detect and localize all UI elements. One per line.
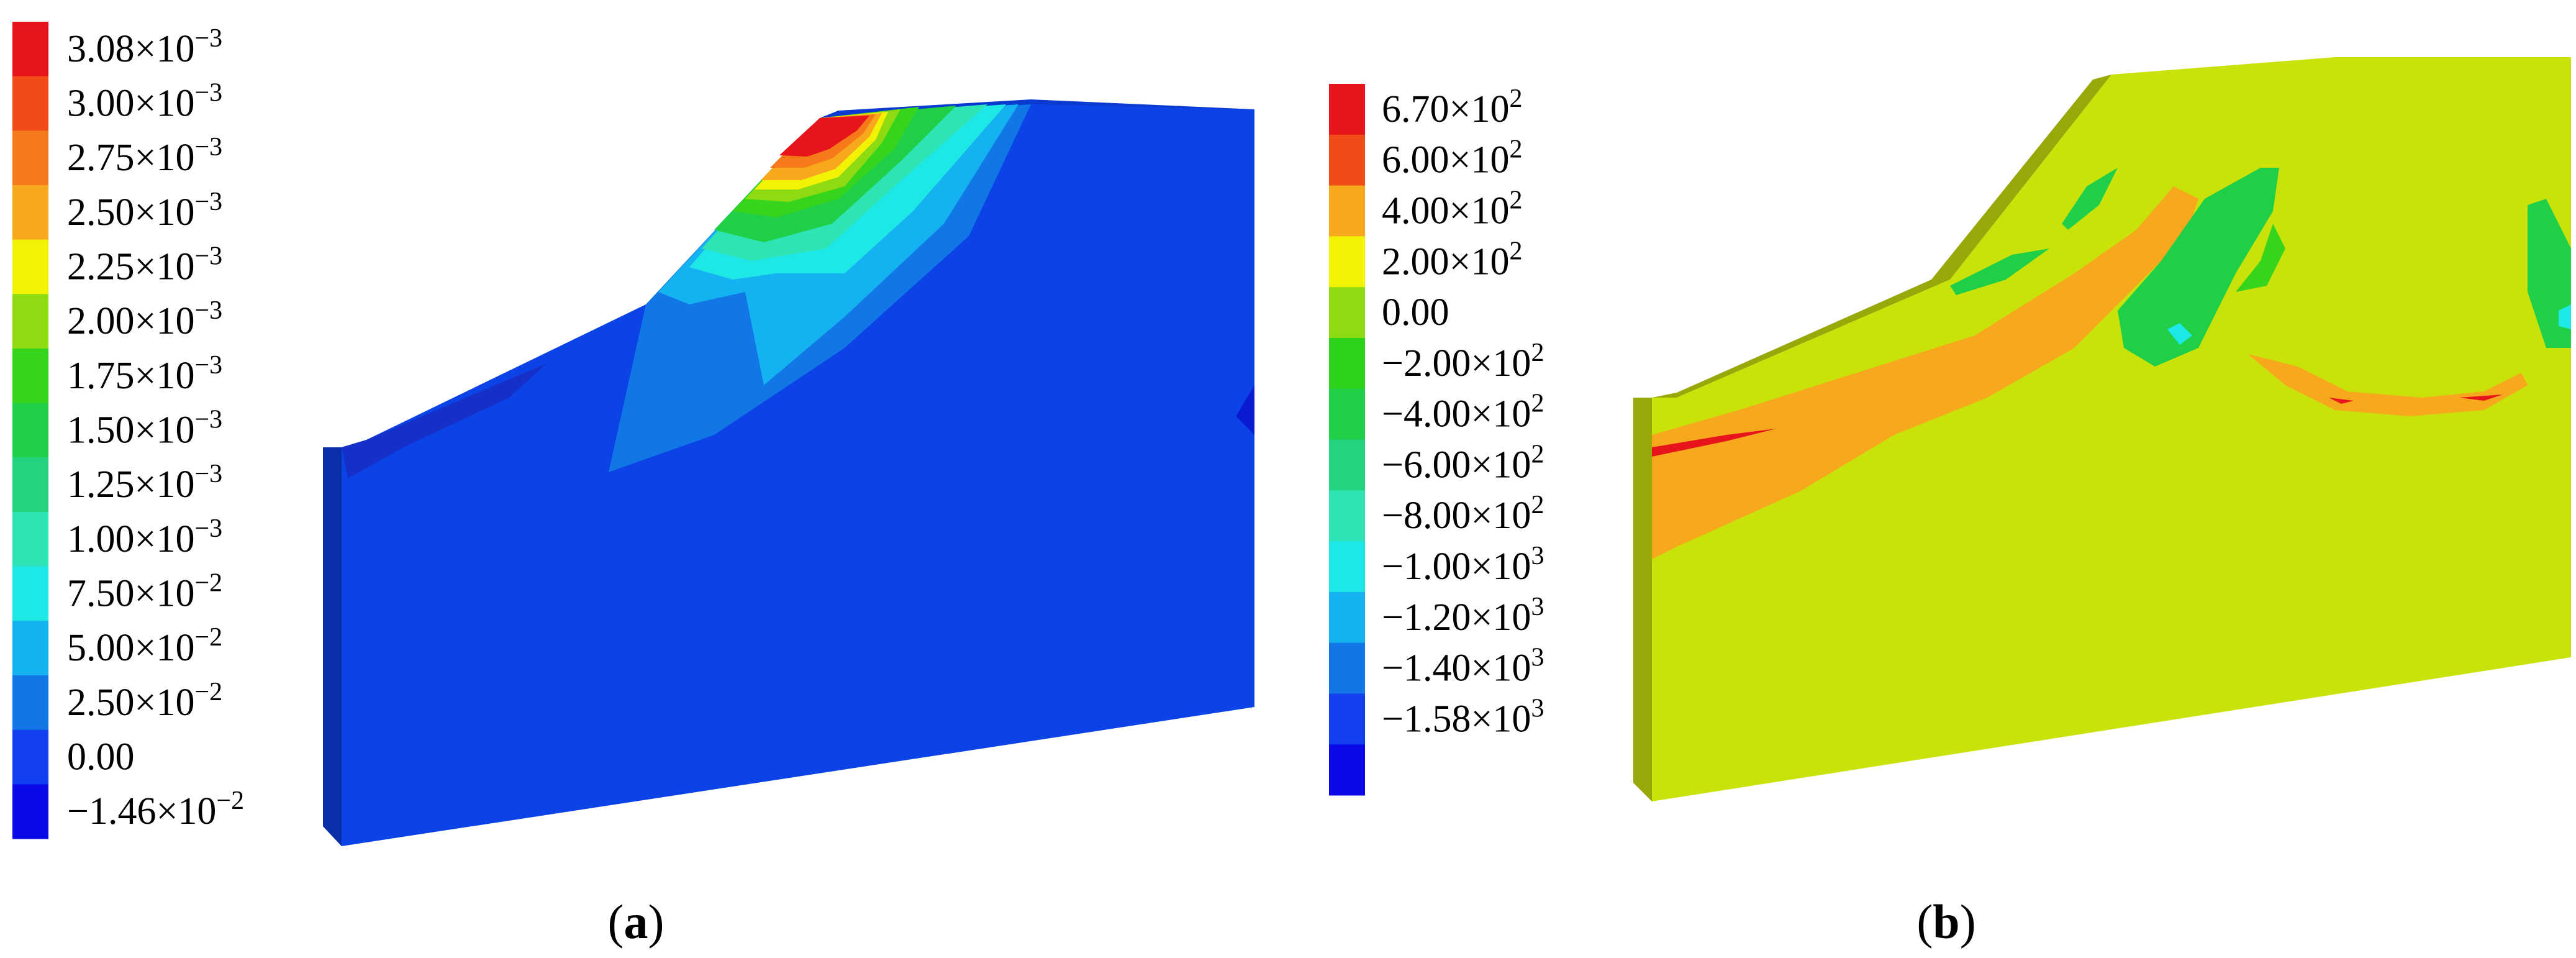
panel-b-caption: (b) <box>1916 895 1975 949</box>
panel-a-red-zone <box>779 116 869 157</box>
panel-b-colorbar-label: −8.00×102 <box>1382 491 1544 537</box>
panel-b-colorbar-label: −1.58×103 <box>1382 694 1544 740</box>
panel-b-colorbar-label: −1.00×103 <box>1382 542 1544 588</box>
panel-b-colorbar-swatch <box>1329 337 1365 390</box>
panel-b-colorbar-swatch <box>1329 642 1365 694</box>
panel-a-slope-body <box>342 101 1254 846</box>
panel-a-side-face <box>323 447 342 846</box>
panel-a-toe-zone <box>342 363 546 478</box>
panel-b-colorbar-label: −1.40×103 <box>1382 644 1544 690</box>
panel-a-colorbar-swatch <box>12 130 48 186</box>
panel-a-colorbar: 3.08×10−3 3.00×10−3 2.75×10−3 2.50×10−3 2.25… <box>12 22 244 839</box>
panel-b-colorbar-swatch <box>1329 591 1365 644</box>
panel-a-colorbar-swatch <box>12 512 48 567</box>
panel-a-colorbar-label: 2.00×10−3 <box>67 296 222 342</box>
panel-b-slope-body <box>1652 57 2571 801</box>
panel-b-colorbar: 6.70×102 6.00×102 4.00×102 2.00×102 0.00 −2.0… <box>1329 84 1544 796</box>
panel-b-colorbar-label: 4.00×102 <box>1382 186 1522 232</box>
panel-a-colorbar-swatch <box>12 675 48 731</box>
panel-b-colorbar-swatch <box>1329 185 1365 237</box>
panel-a-colorbar-label: 1.50×10−3 <box>67 406 222 452</box>
panel-a-colorbar-swatch <box>12 185 48 240</box>
panel-b-orange-plume <box>1652 186 2198 559</box>
panel-b-orange-band <box>2248 354 2528 416</box>
panel-b-colorbar-label: −6.00×102 <box>1382 440 1544 486</box>
panel-a-colorbar-swatch <box>12 729 48 785</box>
panel-b-colorbar-label: 6.70×102 <box>1382 84 1522 130</box>
panel-a-colorbar-label: 3.00×10−3 <box>67 79 222 125</box>
panel-a-colorbar-swatch <box>12 566 48 621</box>
panel-a-colorbar-label: 2.50×10−3 <box>67 188 222 234</box>
panel-a-colorbar-label: 0.00 <box>67 736 135 778</box>
panel-a-caption: (a) <box>608 895 664 949</box>
panel-b-colorbar-swatch <box>1329 744 1365 796</box>
panel-a-colorbar-label: 1.75×10−3 <box>67 351 222 397</box>
panel-b-colorbar-swatch <box>1329 287 1365 339</box>
panel-b-colorbar-swatch <box>1329 490 1365 542</box>
panel-b-green-lens-4 <box>2236 224 2285 292</box>
panel-b-model <box>1633 57 2571 801</box>
panel-a-colorbar-label: 2.75×10−3 <box>67 133 222 179</box>
panel-b-colorbar-swatch <box>1329 439 1365 491</box>
panel-b-colorbar-label: −4.00×102 <box>1382 390 1544 436</box>
panel-b-colorbar-swatch <box>1329 388 1365 440</box>
panel-b-colorbar-label: −2.00×102 <box>1382 339 1544 385</box>
panel-b-colorbar-swatch <box>1329 134 1365 186</box>
panel-b-side-face <box>1633 398 1652 801</box>
panel-b-colorbar-swatch <box>1329 84 1365 135</box>
panel-a-colorbar-label: 3.08×10−3 <box>67 24 222 70</box>
panel-b-green-lens-1 <box>1950 249 2049 295</box>
panel-b-colorbar-swatch <box>1329 693 1365 745</box>
panel-b-green-lens-2 <box>2062 168 2118 230</box>
panel-a-colorbar-label: 2.50×10−2 <box>67 678 222 724</box>
panel-b-green-lens-3 <box>2118 168 2279 367</box>
panel-b-colorbar-swatch <box>1329 541 1365 593</box>
panel-a-colorbar-label: 5.00×10−2 <box>67 623 222 669</box>
panel-b-red-streak <box>1652 429 1776 457</box>
panel-b-colorbar-label: 0.00 <box>1382 291 1449 334</box>
panel-a-right-notch <box>1236 385 1254 435</box>
panel-a-colorbar-swatch <box>12 349 48 404</box>
panel-a-colorbar-swatch <box>12 457 48 513</box>
panel-a-colorbar-swatch <box>12 621 48 676</box>
panel-a-colorbar-label: 2.25×10−3 <box>67 242 222 288</box>
panel-a-colorbar-swatch <box>12 784 48 839</box>
panel-b-colorbar-label: 6.00×102 <box>1382 135 1522 181</box>
panel-a-colorbar-swatch <box>12 294 48 349</box>
panel-a-colorbar-swatch <box>12 22 48 77</box>
panel-b-colorbar-label: 2.00×102 <box>1382 237 1522 283</box>
panel-a-model <box>323 99 1254 846</box>
panel-a-colorbar-swatch <box>12 403 48 458</box>
panel-a-colorbar-swatch <box>12 239 48 294</box>
panel-a-colorbar-label: 1.00×10−3 <box>67 514 222 560</box>
panel-a-colorbar-label: 1.25×10−3 <box>67 460 222 506</box>
panel-b-cyan-spot <box>2167 323 2192 345</box>
panel-b-cyan-edge <box>2559 304 2571 329</box>
panel-b-colorbar-swatch <box>1329 236 1365 288</box>
panel-b-colorbar-label: −1.20×103 <box>1382 593 1544 639</box>
panel-a-colorbar-label: 7.50×10−2 <box>67 569 222 615</box>
panel-a-colorbar-label: −1.46×10−2 <box>67 787 244 833</box>
panel-a-colorbar-swatch <box>12 76 48 131</box>
